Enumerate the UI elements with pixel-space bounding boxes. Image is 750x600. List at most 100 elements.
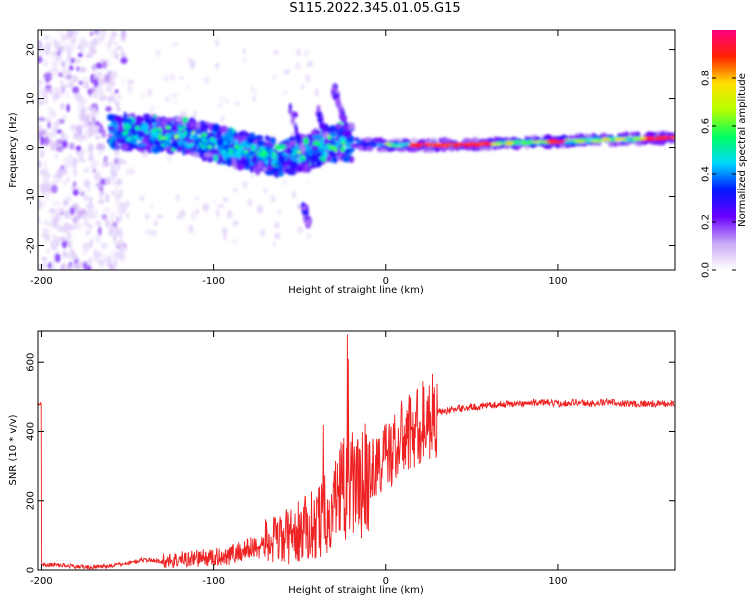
heatmap-cell [53, 173, 57, 180]
heatmap-cell [120, 56, 128, 65]
heatmap-cell [323, 128, 329, 133]
heatmap-cell [132, 135, 136, 140]
snr-y-axis-label: SNR (10 * v/v) [8, 414, 19, 485]
heatmap-cell [93, 125, 100, 131]
heatmap-cell [78, 222, 82, 232]
heatmap-cell [332, 85, 336, 93]
heatmap-cell [144, 117, 150, 124]
heatmap-cell [215, 209, 220, 217]
heatmap-cell [282, 178, 288, 185]
y-tick-label: -20 [26, 237, 37, 253]
heatmap-cell [340, 146, 346, 153]
heatmap-cell [128, 167, 133, 175]
heatmap-cell [53, 121, 60, 127]
heatmap-cell [315, 158, 323, 168]
heatmap-cell [226, 210, 233, 219]
heatmap-cell [527, 139, 534, 143]
spectrogram-y-axis-label: Frequency (Hz) [8, 112, 19, 188]
heatmap-cell [210, 137, 214, 141]
heatmap-cell [172, 123, 178, 129]
heatmap-cell [629, 131, 635, 136]
heatmap-cell [69, 35, 78, 41]
heatmap-cell [79, 66, 87, 74]
heatmap-cell [235, 101, 240, 107]
heatmap-cell [90, 31, 94, 37]
heatmap-cell [38, 89, 46, 98]
heatmap-cell [574, 135, 582, 140]
heatmap-cell [62, 157, 71, 168]
heatmap-cell [600, 133, 608, 139]
heatmap-cell [442, 138, 450, 143]
heatmap-cell [576, 140, 585, 144]
heatmap-cell [113, 124, 119, 130]
heatmap-cell [111, 139, 117, 149]
heatmap-cell [141, 123, 149, 132]
heatmap-cell [116, 178, 123, 186]
heatmap-cell [617, 137, 627, 140]
heatmap-cell [76, 104, 83, 110]
heatmap-cell [232, 220, 239, 227]
heatmap-cell [224, 98, 230, 104]
heatmap-cell [87, 41, 96, 48]
heatmap-cell [151, 128, 157, 133]
heatmap-cell [95, 62, 103, 69]
heatmap-cell [145, 229, 151, 235]
heatmap-cell [184, 149, 190, 154]
heatmap-cell [258, 148, 263, 154]
heatmap-cell [608, 142, 615, 146]
heatmap-cell [233, 139, 239, 145]
heatmap-cell [78, 80, 84, 86]
heatmap-cell [147, 138, 154, 143]
heatmap-cell [38, 40, 41, 49]
heatmap-cell [228, 148, 234, 155]
heatmap-cell [144, 130, 150, 134]
heatmap-cell [119, 137, 126, 143]
heatmap-cell [106, 95, 115, 103]
heatmap-cell [303, 164, 310, 173]
heatmap-cell [56, 167, 64, 178]
heatmap-cell [51, 108, 55, 117]
heatmap-cell [66, 30, 73, 36]
heatmap-cell [41, 199, 46, 209]
heatmap-cell [272, 75, 277, 80]
heatmap-cell [624, 141, 631, 146]
heatmap-cell [126, 136, 132, 142]
heatmap-cell [259, 228, 266, 237]
heatmap-cell [315, 129, 321, 136]
heatmap-cell [339, 137, 345, 142]
heatmap-cell [91, 107, 97, 116]
heatmap-cell [113, 223, 118, 228]
heatmap-cell [54, 153, 59, 160]
heatmap-cell [114, 89, 119, 94]
heatmap-cell [234, 144, 240, 149]
heatmap-cell [274, 232, 281, 240]
heatmap-cell [170, 73, 176, 81]
heatmap-cell [98, 149, 104, 156]
heatmap-cell [43, 136, 50, 146]
heatmap-cell [621, 132, 626, 137]
heatmap-cell [323, 138, 330, 145]
heatmap-cell [67, 240, 73, 249]
heatmap-cell [52, 126, 59, 132]
heatmap-cell [244, 180, 249, 189]
heatmap-cell [647, 138, 655, 141]
heatmap-cell [265, 155, 271, 161]
heatmap-cell [117, 163, 121, 171]
heatmap-cell [341, 155, 352, 163]
heatmap-cell [186, 83, 191, 90]
heatmap-cell [364, 141, 373, 147]
heatmap-cell [264, 145, 269, 151]
snr-frame [37, 330, 676, 571]
heatmap-cell [69, 207, 75, 216]
heatmap-cell [94, 30, 98, 35]
heatmap-cell [303, 137, 309, 146]
heatmap-cell [301, 148, 305, 154]
heatmap-cell [610, 139, 616, 142]
heatmap-cell [51, 60, 59, 68]
heatmap-cell [52, 67, 59, 72]
heatmap-cell [107, 38, 113, 48]
heatmap-cell [49, 39, 55, 44]
heatmap-cell [253, 90, 259, 96]
heatmap-cell [354, 137, 360, 141]
heatmap-cell [246, 198, 253, 207]
